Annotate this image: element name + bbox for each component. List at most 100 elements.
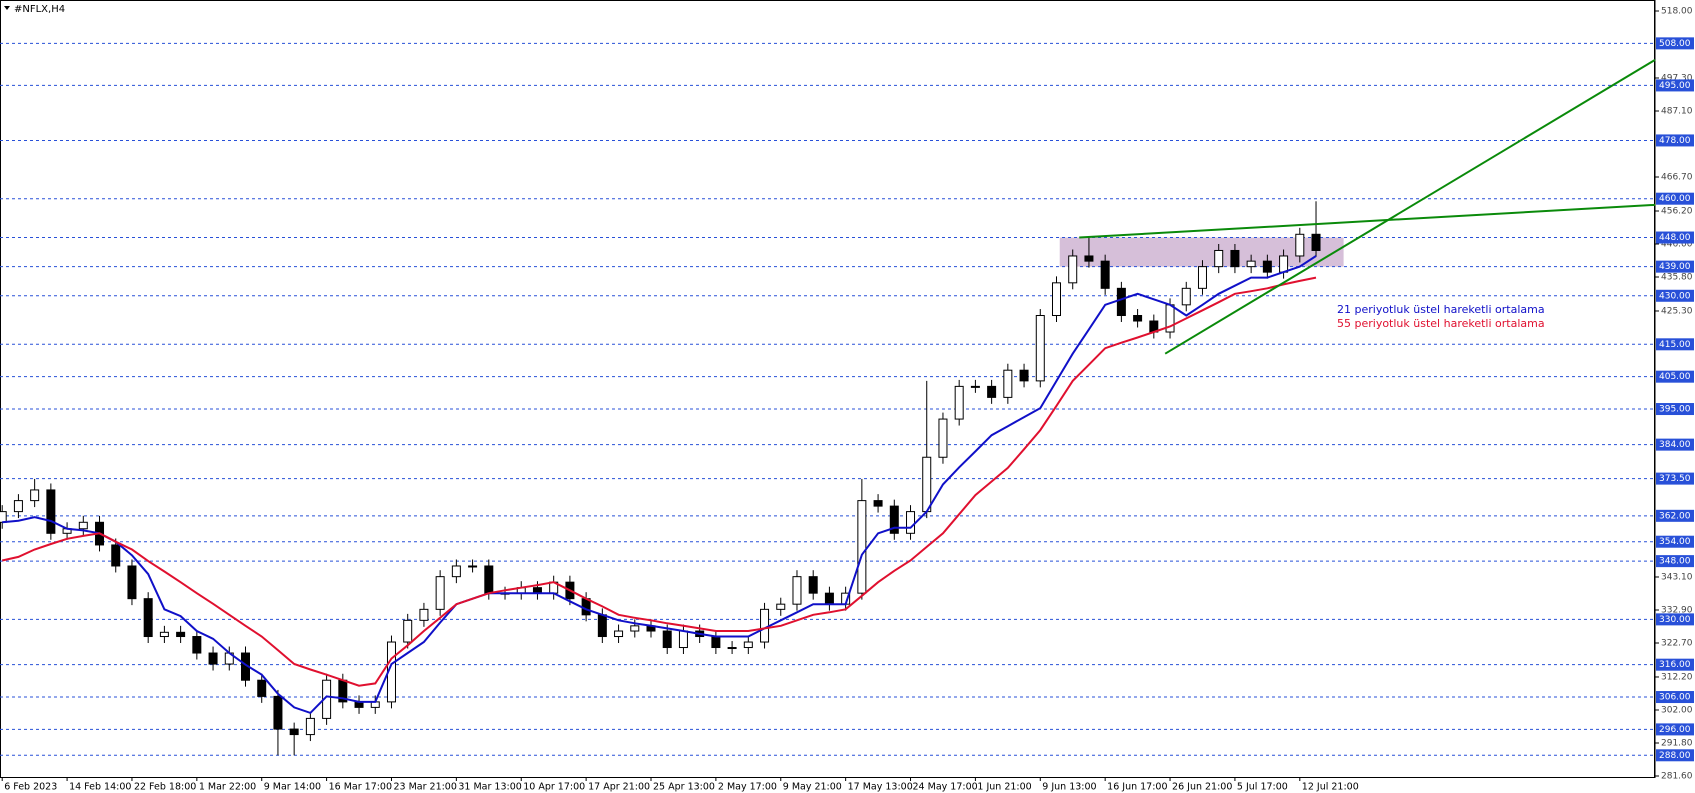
x-tick-label: 26 Jun 21:00 bbox=[1172, 782, 1232, 793]
candle-up bbox=[1246, 260, 1256, 268]
candle-up bbox=[435, 576, 445, 610]
candle-down bbox=[1100, 260, 1110, 289]
level-label: 288.00 bbox=[1659, 751, 1691, 761]
x-tick-label: 9 May 21:00 bbox=[783, 782, 842, 793]
level-label: 415.00 bbox=[1659, 340, 1691, 350]
candle-up bbox=[857, 500, 867, 594]
level-label-bg bbox=[1656, 231, 1694, 244]
candle-down bbox=[889, 505, 899, 534]
level-label-bg bbox=[1656, 555, 1694, 568]
candle-up bbox=[159, 631, 169, 638]
candle-down bbox=[192, 636, 202, 654]
candle-down bbox=[1133, 315, 1143, 322]
level-label-bg bbox=[1656, 79, 1694, 92]
y-tick-label: 332.90 bbox=[1661, 605, 1693, 615]
candle-up bbox=[1279, 255, 1289, 273]
candle-up bbox=[727, 647, 737, 650]
candle-up bbox=[630, 625, 640, 632]
candle-up bbox=[792, 576, 802, 605]
candle-up bbox=[1003, 369, 1013, 398]
y-tick-label: 466.70 bbox=[1661, 173, 1693, 183]
trendline bbox=[1079, 203, 1656, 239]
x-tick-label: 16 Jun 17:00 bbox=[1107, 782, 1167, 793]
y-tick-label: 291.80 bbox=[1661, 738, 1693, 748]
candle-up bbox=[922, 456, 932, 513]
level-label-bg bbox=[1656, 338, 1694, 351]
ema-label: 21 periyotluk üstel hareketli ortalama bbox=[1337, 303, 1545, 316]
y-tick-label: 446.00 bbox=[1661, 239, 1693, 249]
candle-down bbox=[273, 695, 283, 730]
level-label-bg bbox=[1656, 289, 1694, 302]
candle-up bbox=[403, 619, 413, 643]
y-tick-label: 302.00 bbox=[1661, 705, 1693, 715]
candle-down bbox=[987, 385, 997, 398]
candle-up bbox=[30, 489, 40, 502]
candle-down bbox=[1262, 260, 1272, 273]
trendline bbox=[1164, 59, 1656, 355]
level-label-bg bbox=[1656, 403, 1694, 416]
x-tick-label: 2 May 17:00 bbox=[718, 782, 777, 793]
y-tick-label: 343.10 bbox=[1661, 572, 1693, 582]
candle-up bbox=[0, 511, 7, 523]
candle-up bbox=[1052, 282, 1061, 317]
x-tick-label: 5 Jul 17:00 bbox=[1237, 782, 1288, 793]
candle-up bbox=[305, 717, 315, 736]
candle-up bbox=[419, 608, 429, 621]
level-label-bg bbox=[1656, 723, 1694, 736]
candle-up bbox=[906, 511, 916, 534]
candle-down bbox=[824, 592, 834, 605]
y-tick-label: 281.60 bbox=[1661, 772, 1693, 782]
x-tick-label: 9 Mar 14:00 bbox=[264, 782, 321, 793]
candle-down bbox=[143, 598, 153, 638]
candle-up bbox=[760, 608, 770, 643]
level-label: 448.00 bbox=[1659, 233, 1691, 243]
level-label-bg bbox=[1656, 37, 1694, 50]
candle-down bbox=[711, 636, 721, 649]
x-tick-label: 23 Mar 21:00 bbox=[393, 782, 456, 793]
level-label-bg bbox=[1656, 691, 1694, 704]
y-tick-label: 312.20 bbox=[1661, 672, 1693, 682]
menu-arrow bbox=[4, 6, 10, 10]
y-tick-label: 487.10 bbox=[1661, 106, 1693, 116]
ema-line bbox=[2, 255, 1317, 715]
candle-down bbox=[662, 630, 672, 649]
candle-up bbox=[468, 565, 478, 568]
level-label: 296.00 bbox=[1659, 725, 1691, 735]
level-label: 430.00 bbox=[1659, 291, 1691, 301]
level-label-bg bbox=[1656, 749, 1694, 762]
x-tick-label: 17 Apr 21:00 bbox=[588, 782, 650, 793]
level-label: 362.00 bbox=[1659, 511, 1691, 521]
x-tick-label: 14 Feb 14:00 bbox=[69, 782, 131, 793]
candle-up bbox=[954, 385, 964, 420]
level-label: 306.00 bbox=[1659, 693, 1691, 703]
chart-title: #NFLX,H4 bbox=[14, 4, 65, 15]
candle-down bbox=[1311, 233, 1321, 251]
candle-up bbox=[970, 385, 980, 388]
y-tick-label: 518.00 bbox=[1661, 7, 1693, 17]
x-tick-label: 10 Apr 17:00 bbox=[523, 782, 585, 793]
candle-up bbox=[13, 500, 23, 513]
candle-down bbox=[597, 614, 607, 638]
level-label: 316.00 bbox=[1659, 660, 1691, 670]
level-label-bg bbox=[1656, 370, 1694, 383]
x-tick-label: 1 Mar 22:00 bbox=[199, 782, 256, 793]
candle-up bbox=[1181, 287, 1191, 306]
candle-up bbox=[78, 521, 88, 530]
candle-up bbox=[1035, 315, 1045, 382]
candle-up bbox=[1068, 255, 1078, 284]
candle-down bbox=[208, 652, 218, 665]
ema-label: 55 periyotluk üstel hareketli ortalama bbox=[1337, 317, 1545, 330]
level-label-bg bbox=[1656, 260, 1694, 273]
level-label-bg bbox=[1656, 509, 1694, 522]
x-tick-label: 16 Mar 17:00 bbox=[329, 782, 392, 793]
y-tick-label: 456.20 bbox=[1661, 206, 1693, 216]
level-label-bg bbox=[1656, 472, 1694, 485]
candle-down bbox=[127, 565, 137, 600]
candle-up bbox=[614, 630, 624, 638]
y-tick-label: 322.70 bbox=[1661, 638, 1693, 648]
ema-line bbox=[1, 276, 1317, 687]
level-label-bg bbox=[1656, 438, 1694, 451]
candle-up bbox=[1214, 249, 1224, 268]
level-label: 384.00 bbox=[1659, 440, 1691, 450]
level-label: 354.00 bbox=[1659, 537, 1691, 547]
